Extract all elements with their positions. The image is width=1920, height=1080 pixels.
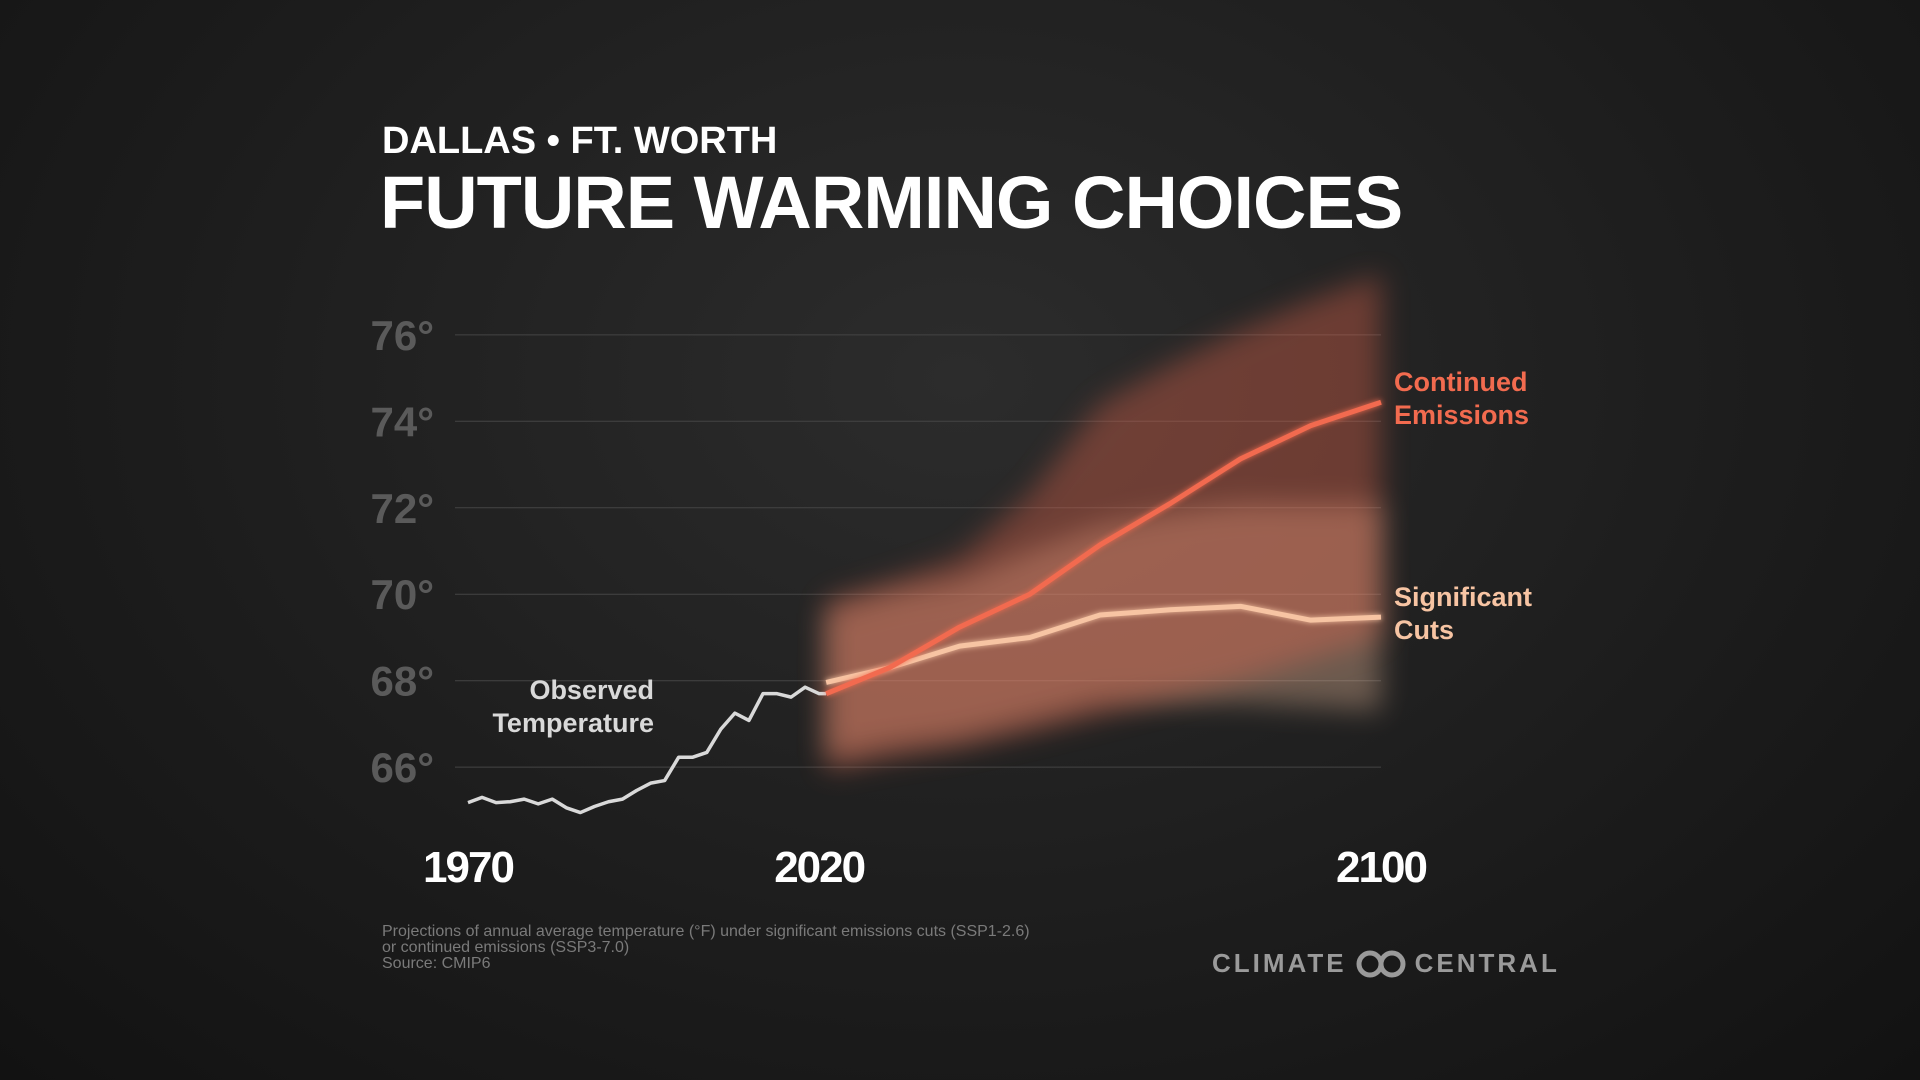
logo-text: CENTRAL: [1414, 948, 1560, 978]
footnote-line: Projections of annual average temperatur…: [382, 923, 1030, 940]
footnote-line: or continued emissions (SSP3-7.0): [382, 939, 630, 956]
y-tick-label: 76°: [370, 312, 434, 359]
logo-text: CLIMATE: [1212, 948, 1347, 978]
y-tick-label: 70°: [370, 571, 434, 618]
series-label: Observed Temperature: [492, 674, 654, 738]
footnote: Projections of annual average temperatur…: [382, 924, 1030, 972]
series-line: [825, 399, 1382, 696]
logo: CLIMATE CENTRAL: [1212, 948, 1560, 979]
x-tick-label: 2100: [1336, 843, 1426, 892]
series-label: Significant Cuts: [1394, 582, 1533, 646]
y-tick-label: 66°: [370, 744, 434, 791]
logo-icon: [1356, 950, 1406, 977]
footnote-line: Source: CMIP6: [382, 955, 491, 972]
y-tick-label: 68°: [370, 658, 434, 705]
y-tick-label: 74°: [370, 398, 434, 445]
series-line: [467, 685, 827, 815]
x-tick-label: 2020: [774, 843, 864, 892]
series-line: [825, 603, 1382, 685]
series-label: Continued Emissions: [1394, 367, 1530, 431]
subtitle: DALLAS • FT. WORTH: [382, 120, 778, 162]
y-tick-label: 72°: [370, 485, 434, 532]
chart-title: FUTURE WARMING CHOICES: [380, 161, 1403, 244]
x-tick-label: 1970: [423, 843, 513, 892]
